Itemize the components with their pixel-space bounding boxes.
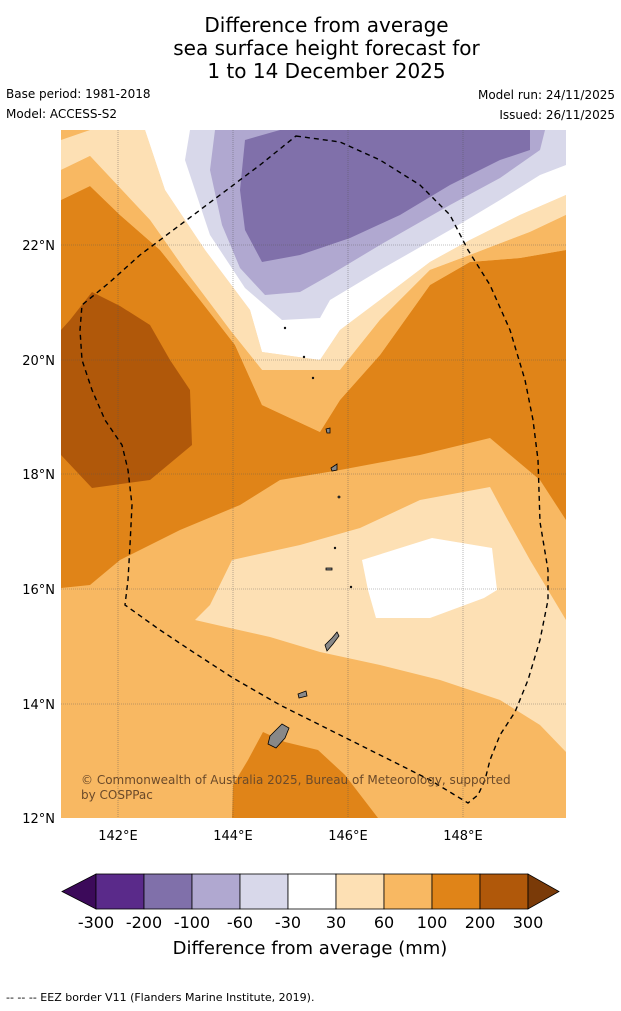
island-dot-2 xyxy=(333,546,337,550)
lat-tick-16: 16°N xyxy=(22,583,55,598)
map-title: Difference from average sea surface heig… xyxy=(0,14,621,83)
colorbar-segment xyxy=(95,873,145,910)
island-guam xyxy=(267,723,290,749)
title-line-1: Difference from average xyxy=(204,13,449,37)
copyright-line-1: © Commonwealth of Australia 2025, Bureau… xyxy=(81,773,511,787)
colorbar-segment xyxy=(239,873,289,910)
colorbar-label: -60 xyxy=(227,913,253,932)
lat-tick-12: 12°N xyxy=(22,812,55,827)
colorbar-segment xyxy=(383,873,433,910)
base-period-text: Base period: 1981-2018 xyxy=(6,87,151,101)
contour-neg100-neg200 xyxy=(240,130,530,262)
footnote: -- -- -- EEZ border V11 (Flanders Marine… xyxy=(6,991,315,1004)
lat-tick-14: 14°N xyxy=(22,698,55,713)
contour-60-100-north xyxy=(61,156,566,432)
colorbar-arrow-low xyxy=(61,873,97,910)
colorbar-label: -100 xyxy=(174,913,210,932)
island-north-2 xyxy=(325,427,331,434)
model-run-text: Model run: 24/11/2025 xyxy=(477,88,615,102)
colorbar-label: -30 xyxy=(275,913,301,932)
colorbar-segment xyxy=(287,873,337,910)
lat-tick-18: 18°N xyxy=(22,468,55,483)
title-line-3: 1 to 14 December 2025 xyxy=(207,59,446,83)
issued-text: Issued: 26/11/2025 xyxy=(499,108,615,122)
colorbar-segment xyxy=(191,873,241,910)
colorbar-label: 60 xyxy=(374,913,394,932)
latitude-ticks: 22°N 20°N 18°N 16°N 14°N 12°N xyxy=(22,239,55,827)
island-dot-6 xyxy=(283,326,287,330)
colorbar-title: Difference from average (mm) xyxy=(173,938,448,959)
colorbar-segment xyxy=(479,873,529,910)
islands xyxy=(267,326,353,749)
colorbar-segment xyxy=(143,873,193,910)
island-dot-1 xyxy=(337,495,341,499)
model-text: Model: ACCESS-S2 xyxy=(6,107,118,121)
island-saipan xyxy=(324,631,340,652)
colorbar-segment xyxy=(431,873,481,910)
gridlines xyxy=(61,130,566,818)
contour-100-200-south xyxy=(232,732,378,818)
island-dot-4 xyxy=(311,376,315,380)
lon-tick-146: 146°E xyxy=(328,829,368,844)
eez-border xyxy=(79,135,549,804)
colorbar-label: 300 xyxy=(513,913,544,932)
colorbar-label: -300 xyxy=(78,913,114,932)
lon-tick-148: 148°E xyxy=(443,829,483,844)
colorbar-label: 200 xyxy=(465,913,496,932)
contour-30-60-north xyxy=(61,130,566,370)
colorbar-arrow-high xyxy=(527,873,560,910)
contour-200-300-west xyxy=(61,292,192,488)
colorbar-label: -200 xyxy=(126,913,162,932)
colorbar-label: 100 xyxy=(417,913,448,932)
island-mid-1 xyxy=(325,567,333,571)
longitude-ticks: 142°E 144°E 146°E 148°E xyxy=(98,829,483,844)
colorbar-label: 30 xyxy=(326,913,346,932)
lon-tick-144: 144°E xyxy=(213,829,253,844)
lat-tick-22: 22°N xyxy=(22,239,55,254)
colorbar: -300 -200 -100 -60 -30 30 60 100 200 300 xyxy=(61,873,560,932)
island-dot-3 xyxy=(349,585,353,589)
contour-100-200 xyxy=(61,186,566,588)
island-north-1 xyxy=(330,463,338,472)
colorbar-segment xyxy=(335,873,385,910)
title-line-2: sea surface height forecast for xyxy=(173,36,480,60)
island-dot-5 xyxy=(302,355,306,359)
island-rota xyxy=(297,690,308,699)
contour-fill-layer xyxy=(61,130,566,818)
copyright-line-2: by COSPPac xyxy=(81,788,153,802)
lat-tick-20: 20°N xyxy=(22,354,55,369)
forecast-map: © Commonwealth of Australia 2025, Bureau… xyxy=(22,130,566,959)
lon-tick-142: 142°E xyxy=(98,829,138,844)
